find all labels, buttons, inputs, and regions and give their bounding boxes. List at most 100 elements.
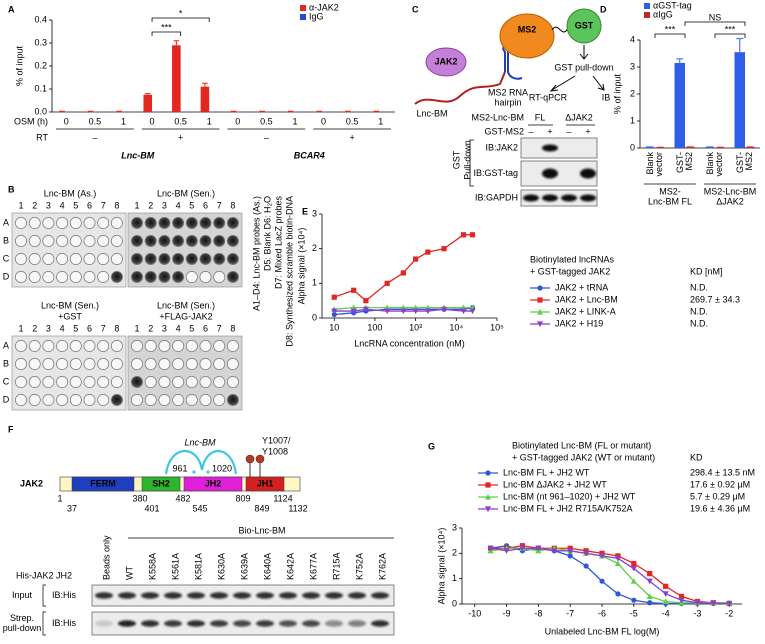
bar	[143, 94, 153, 112]
column-label: 2	[32, 323, 37, 333]
blot-header: GST-MS2	[484, 126, 524, 136]
binding-site	[192, 470, 196, 474]
residue-label: 401	[144, 503, 159, 513]
blot-band	[210, 620, 228, 627]
blot-dot	[213, 271, 226, 283]
series-line	[334, 306, 473, 316]
blot-dot	[158, 340, 171, 352]
data-point	[663, 583, 669, 589]
column-label: 1	[18, 323, 23, 333]
blot-dot	[144, 253, 157, 265]
blot-dot	[185, 253, 198, 265]
blot-side-label: Pull-down	[462, 140, 472, 180]
bar	[674, 62, 685, 149]
blot-header: MS2-Lnc-BM	[471, 112, 524, 122]
bar	[86, 111, 95, 113]
legend-label: JAK2 + LINK-A	[555, 306, 616, 316]
x-tick-label: 0	[150, 116, 155, 126]
x-tick-label: 10⁵	[490, 322, 504, 332]
legend-marker	[485, 470, 491, 476]
legend-kd: 17.6 ± 0.92 μM	[690, 479, 750, 489]
blot-band	[580, 168, 596, 179]
site-label: 1020	[212, 463, 232, 473]
blot-dot	[199, 394, 212, 406]
blot-band	[580, 194, 596, 202]
data-point	[567, 553, 573, 559]
blot-dot	[131, 376, 143, 388]
lane-label: K640A	[262, 553, 272, 580]
column-label: 8	[114, 323, 119, 333]
blot-dot	[131, 358, 143, 370]
data-point	[614, 560, 622, 567]
legend-swatch	[644, 12, 650, 18]
blot-band	[233, 620, 251, 627]
column-label: 2	[148, 200, 153, 210]
x-tick-label: 1	[292, 116, 297, 126]
blot-dot	[97, 253, 110, 265]
bar	[172, 45, 181, 112]
bar	[152, 111, 161, 113]
blot-dot	[185, 271, 198, 283]
y-tick-label: 0.3	[34, 37, 47, 47]
blot-dot	[226, 376, 239, 388]
jak2-shape	[425, 47, 467, 77]
blot-dot	[110, 358, 123, 370]
bar	[237, 111, 247, 113]
blot-dot	[28, 394, 41, 406]
legend-title: + GST-tagged JAK2 (WT or mutant)	[512, 452, 655, 462]
legend-marker	[484, 506, 492, 513]
row-label: B	[3, 358, 9, 368]
supergroup-label: Lnc-BM	[121, 150, 154, 160]
panel-label: D	[600, 4, 607, 14]
bar	[209, 111, 218, 113]
bar	[745, 147, 756, 148]
x-tick-label: 100	[367, 322, 382, 332]
y-axis-label: Alpha signal (×10⁴)	[436, 528, 446, 605]
data-point	[440, 306, 448, 313]
y-tick-label: 3	[312, 208, 317, 218]
bracket	[469, 139, 474, 187]
blot-dot	[15, 376, 27, 388]
blot-dot	[213, 394, 226, 406]
legend-title: Biotinylated Lnc-BM (FL or mutant)	[512, 440, 651, 450]
blot-dot	[213, 376, 226, 388]
legend-title: + GST-tagged JAK2	[530, 266, 610, 276]
blot-dot	[56, 340, 69, 352]
blot-dot	[158, 376, 171, 388]
blot-dot	[226, 271, 239, 283]
blot-dot	[110, 271, 123, 283]
blot-dot	[15, 235, 27, 247]
blot-band	[118, 592, 136, 599]
significance-label: *	[179, 8, 183, 18]
data-point	[710, 600, 717, 607]
blot-dot	[131, 235, 143, 247]
data-point	[351, 287, 357, 293]
column-label: 7	[101, 323, 106, 333]
data-point	[400, 270, 406, 276]
blot-dot	[56, 394, 69, 406]
row-label: D	[3, 394, 10, 404]
data-point	[413, 256, 419, 262]
residue-label: 380	[132, 493, 147, 503]
column-label: 4	[176, 323, 181, 333]
significance-bracket	[684, 21, 746, 26]
blot-dot	[172, 271, 185, 283]
blot-dot	[144, 376, 157, 388]
domain-label: JH2	[205, 478, 222, 488]
y-tick-label: 1	[312, 278, 317, 288]
x-tick-label: 1	[378, 116, 383, 126]
blot-band	[95, 620, 113, 627]
x-tick-label: 1	[121, 116, 126, 126]
column-label: 1	[134, 323, 139, 333]
blot-dot	[131, 217, 143, 229]
x-tick-label: 0.5	[89, 116, 102, 126]
blot-dot	[144, 340, 157, 352]
legend-label: JAK2 + tRNA	[555, 282, 608, 292]
blot-dot	[158, 358, 171, 370]
data-point	[646, 593, 653, 599]
x-tick-label: Blank	[645, 152, 655, 175]
blot-dot	[69, 253, 82, 265]
data-point	[469, 232, 476, 238]
legend-kd: 19.6 ± 4.36 μM	[690, 503, 750, 513]
blot-key: D7: Mixed LacZ probes	[273, 196, 283, 290]
